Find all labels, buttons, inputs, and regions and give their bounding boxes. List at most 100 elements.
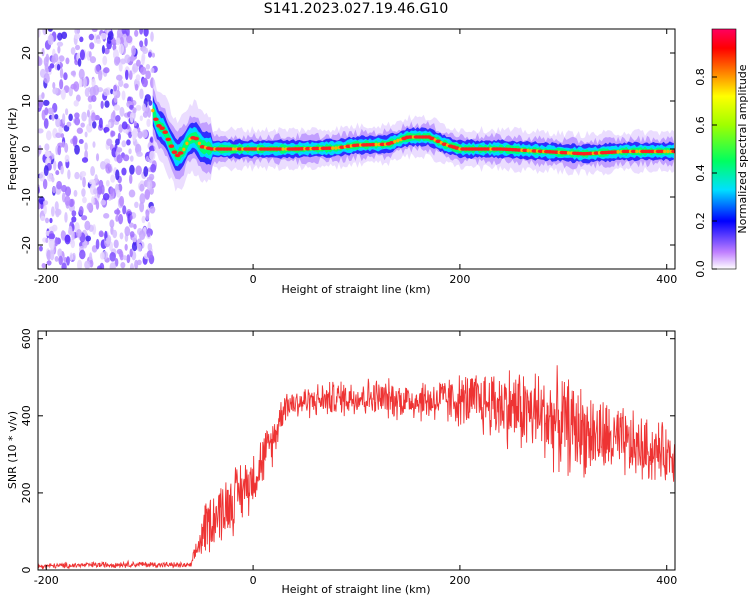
ridge-peak <box>298 147 305 151</box>
x-tick-label: 0 <box>250 574 257 587</box>
noise-blob <box>100 100 104 110</box>
noise-blob <box>137 243 142 252</box>
noise-blob <box>93 188 98 195</box>
noise-blob <box>62 113 66 124</box>
noise-blob <box>129 155 134 162</box>
noise-blob <box>68 225 73 236</box>
noise-blob <box>98 230 104 238</box>
noise-blob <box>125 35 133 44</box>
noise-blob <box>149 150 156 161</box>
noise-blob <box>116 74 123 81</box>
ridge-peak <box>526 148 530 153</box>
noise-blob <box>99 160 106 170</box>
noise-blob <box>136 259 142 266</box>
noise-blob <box>79 249 86 260</box>
noise-blob <box>72 135 78 145</box>
noise-blob <box>123 83 129 89</box>
noise-blob <box>50 206 55 217</box>
noise-blob <box>135 165 142 176</box>
noise-blob <box>78 205 84 216</box>
noise-blob <box>51 176 55 183</box>
noise-blob <box>74 44 81 51</box>
noise-blob <box>104 47 110 55</box>
noise-blob <box>54 113 59 120</box>
noise-blob <box>74 171 80 180</box>
ridge-peak <box>174 153 181 158</box>
noise-blob <box>79 36 84 43</box>
ridge-peak <box>314 146 321 151</box>
noise-blob <box>85 235 92 242</box>
snr-frame <box>37 330 676 571</box>
noise-blob <box>105 237 111 243</box>
noise-blob <box>139 29 144 35</box>
noise-blob <box>84 260 91 269</box>
noise-blob <box>144 37 148 47</box>
noise-blob <box>95 238 100 250</box>
snr-xlabel: Height of straight line (km) <box>281 583 430 596</box>
noise-blob <box>115 138 120 146</box>
noise-blob <box>139 88 144 100</box>
noise-blob <box>71 210 77 217</box>
ridge-peak <box>649 149 656 154</box>
noise-blob <box>135 74 141 82</box>
noise-blob <box>129 112 134 124</box>
ridge-peak <box>516 148 522 152</box>
noise-blob <box>64 108 69 116</box>
noise-blob <box>118 43 125 55</box>
noise-blob <box>126 139 131 146</box>
noise-blob <box>139 115 143 122</box>
noise-blob <box>38 55 41 67</box>
y-tick-label: 400 <box>20 405 33 426</box>
noise-blob <box>118 62 123 72</box>
noise-blob <box>47 29 53 32</box>
noise-blob <box>51 55 56 65</box>
noise-blob <box>107 30 114 41</box>
noise-blob <box>79 170 87 177</box>
noise-blob <box>43 200 49 206</box>
noise-blob <box>44 143 50 151</box>
noise-blob <box>77 58 82 67</box>
noise-blob <box>128 222 134 228</box>
noise-blob <box>81 215 88 221</box>
noise-blob <box>128 131 133 139</box>
ridge-peak <box>199 145 206 149</box>
noise-blob <box>43 204 47 215</box>
noise-blob <box>128 70 133 80</box>
noise-blob <box>113 239 119 249</box>
noise-blob <box>102 193 110 201</box>
noise-blob <box>82 196 87 204</box>
noise-blob <box>149 137 154 143</box>
x-tick-label: 0 <box>250 273 257 286</box>
ridge-peak <box>531 149 538 153</box>
ridge-peak <box>182 147 186 152</box>
noise-blob <box>61 262 67 269</box>
noise-blob <box>38 29 41 38</box>
noise-blob <box>135 104 142 111</box>
noise-blob <box>42 99 50 107</box>
noise-blob <box>141 129 148 139</box>
noise-blob <box>55 117 61 128</box>
noise-blob <box>120 262 126 269</box>
ridge-peak <box>334 146 338 150</box>
ridge-peak <box>197 141 201 146</box>
noise-blob <box>143 29 149 37</box>
noise-blob <box>147 107 152 118</box>
noise-blob <box>98 70 103 81</box>
noise-blob <box>129 214 133 221</box>
ridge-peak <box>153 117 159 122</box>
noise-blob <box>119 36 124 47</box>
noise-blob <box>53 160 57 171</box>
spectrogram-ylabel: Frequency (Hz) <box>6 108 19 191</box>
noise-blob <box>94 174 98 184</box>
ridge-peak <box>612 150 618 154</box>
colorbar-tick-label: 0.0 <box>694 260 707 278</box>
y-tick-label: -20 <box>20 236 33 254</box>
x-tick-label: 200 <box>449 273 470 286</box>
noise-blob <box>81 111 87 122</box>
ridge-peak <box>177 151 184 155</box>
noise-blob <box>58 255 63 266</box>
colorbar-tick-label: 0.4 <box>694 164 707 182</box>
noise-blob <box>128 148 132 155</box>
noise-blob <box>64 142 69 153</box>
noise-blob <box>51 113 55 122</box>
